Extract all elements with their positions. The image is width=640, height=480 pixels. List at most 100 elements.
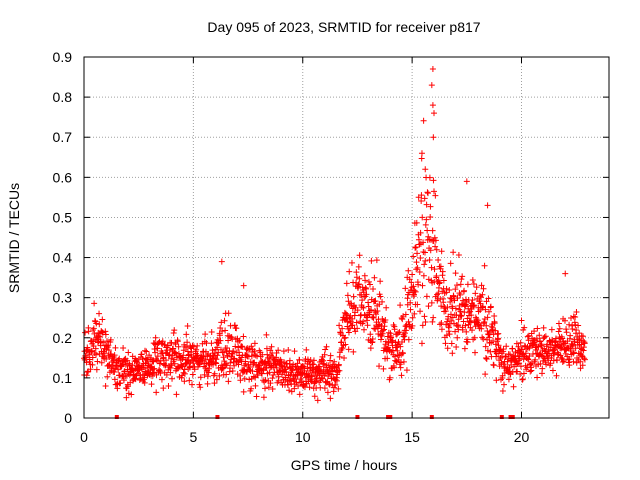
zero-marker xyxy=(510,415,515,419)
data-point xyxy=(526,343,533,350)
data-point xyxy=(455,252,462,259)
data-point xyxy=(242,360,249,367)
data-point xyxy=(519,376,526,383)
data-point xyxy=(468,312,475,319)
x-axis-label: GPS time / hours xyxy=(291,457,398,473)
data-point xyxy=(424,189,431,196)
data-point xyxy=(405,267,412,274)
data-point xyxy=(268,343,275,350)
data-point xyxy=(240,282,247,289)
data-point xyxy=(323,379,330,386)
data-point xyxy=(178,362,185,369)
data-point xyxy=(374,307,381,314)
data-point xyxy=(563,329,570,336)
data-point xyxy=(197,384,204,391)
data-point xyxy=(400,333,407,340)
data-point xyxy=(388,338,395,345)
data-point xyxy=(235,344,242,351)
data-point xyxy=(102,382,109,389)
data-point xyxy=(360,304,367,311)
data-point xyxy=(92,345,99,352)
data-point xyxy=(457,291,464,298)
data-point xyxy=(227,359,234,366)
data-point xyxy=(252,382,259,389)
data-point xyxy=(91,317,98,324)
data-point xyxy=(410,253,417,260)
data-point xyxy=(342,334,349,341)
data-point xyxy=(443,285,450,292)
data-point xyxy=(148,363,155,370)
data-point xyxy=(409,314,416,321)
data-point xyxy=(480,285,487,292)
data-point xyxy=(575,335,582,342)
data-point xyxy=(174,338,181,345)
data-point xyxy=(555,320,562,327)
y-tick-label: 0.4 xyxy=(53,250,73,266)
data-point xyxy=(464,281,471,288)
axes: 0 0.1 0.2 0.3 0.4 0.5 0.6 0.7 0.8 0.9 0 5 10 15 20 xyxy=(53,49,609,445)
data-point xyxy=(193,346,200,353)
data-point xyxy=(452,305,459,312)
data-point xyxy=(102,328,109,335)
data-points xyxy=(81,66,588,419)
data-point xyxy=(492,341,499,348)
data-point xyxy=(331,358,338,365)
data-point xyxy=(438,326,445,333)
data-point xyxy=(327,357,334,364)
data-point xyxy=(217,325,224,332)
data-point xyxy=(333,374,340,381)
data-point xyxy=(417,255,424,262)
data-point xyxy=(449,350,456,357)
data-point xyxy=(481,316,488,323)
data-point xyxy=(437,321,444,328)
data-point xyxy=(556,325,563,332)
data-point xyxy=(370,285,377,292)
data-point xyxy=(519,346,526,353)
data-point xyxy=(547,360,554,367)
data-point xyxy=(382,316,389,323)
data-point xyxy=(205,365,212,372)
data-point xyxy=(237,377,244,384)
data-point xyxy=(386,374,393,381)
data-point xyxy=(514,368,521,375)
data-point xyxy=(575,322,582,329)
data-point xyxy=(86,351,93,358)
data-point xyxy=(346,268,353,275)
data-point xyxy=(220,364,227,371)
data-point xyxy=(446,324,453,331)
data-point xyxy=(179,372,186,379)
data-point xyxy=(240,333,247,340)
data-point xyxy=(218,319,225,326)
data-point xyxy=(120,344,127,351)
data-point xyxy=(204,373,211,380)
data-point xyxy=(175,343,182,350)
data-point xyxy=(405,336,412,343)
data-point xyxy=(277,362,284,369)
data-point xyxy=(253,393,260,400)
data-point xyxy=(184,322,191,329)
data-point xyxy=(418,150,425,157)
data-point xyxy=(399,350,406,357)
data-point xyxy=(231,362,238,369)
data-point xyxy=(428,299,435,306)
data-point xyxy=(473,316,480,323)
data-point xyxy=(555,328,562,335)
data-point xyxy=(413,259,420,266)
data-point xyxy=(314,397,321,404)
data-point xyxy=(513,340,520,347)
data-point xyxy=(457,281,464,288)
data-point xyxy=(263,345,270,352)
data-point xyxy=(236,337,243,344)
data-point xyxy=(223,371,230,378)
data-point xyxy=(161,341,168,348)
data-point xyxy=(500,346,507,353)
data-point xyxy=(350,293,357,300)
data-point xyxy=(429,318,436,325)
data-point xyxy=(397,364,404,371)
data-point xyxy=(434,291,441,298)
data-point xyxy=(211,350,218,357)
data-point xyxy=(139,355,146,362)
data-point xyxy=(83,372,90,379)
data-point xyxy=(172,349,179,356)
data-point xyxy=(86,356,93,363)
